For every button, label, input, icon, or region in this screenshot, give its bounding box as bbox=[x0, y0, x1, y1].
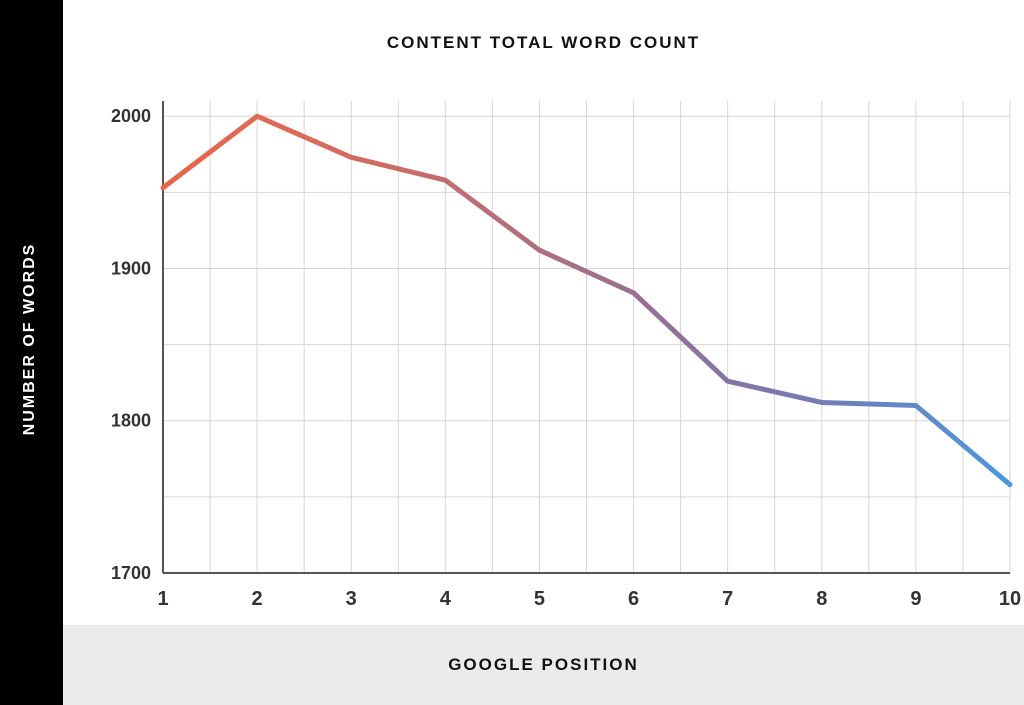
x-tick-label: 5 bbox=[534, 588, 545, 610]
x-axis-label-area: GOOGLE POSITION bbox=[63, 625, 1024, 705]
chart-svg: 1700 1800 1900 2000 1 2 3 4 5 6 7 8 9 10 bbox=[63, 85, 1024, 625]
x-tick-label: 7 bbox=[722, 588, 733, 610]
x-tick-label: 1 bbox=[157, 588, 168, 610]
y-tick-label: 1900 bbox=[111, 258, 151, 278]
chart-title-area: CONTENT TOTAL WORD COUNT bbox=[63, 0, 1024, 85]
sidebar-y-axis-panel: NUMBER OF WORDS bbox=[0, 0, 63, 705]
x-axis-label: GOOGLE POSITION bbox=[448, 655, 639, 675]
y-tick-label: 2000 bbox=[111, 106, 151, 126]
x-tick-label: 3 bbox=[346, 588, 357, 610]
chart-title: CONTENT TOTAL WORD COUNT bbox=[387, 33, 700, 53]
y-tick-label: 1700 bbox=[111, 563, 151, 583]
x-tick-label: 4 bbox=[440, 588, 452, 610]
y-axis-label: NUMBER OF WORDS bbox=[21, 239, 39, 439]
y-tick-label: 1800 bbox=[111, 411, 151, 431]
chart-main: CONTENT TOTAL WORD COUNT 1700 1800 1900 200… bbox=[63, 0, 1024, 705]
x-tick-label: 8 bbox=[816, 588, 827, 610]
x-tick-label: 10 bbox=[999, 588, 1021, 610]
x-tick-label: 9 bbox=[910, 588, 921, 610]
chart-plot-area: 1700 1800 1900 2000 1 2 3 4 5 6 7 8 9 10 bbox=[63, 85, 1024, 625]
x-tick-label: 2 bbox=[252, 588, 263, 610]
x-tick-label: 6 bbox=[628, 588, 639, 610]
